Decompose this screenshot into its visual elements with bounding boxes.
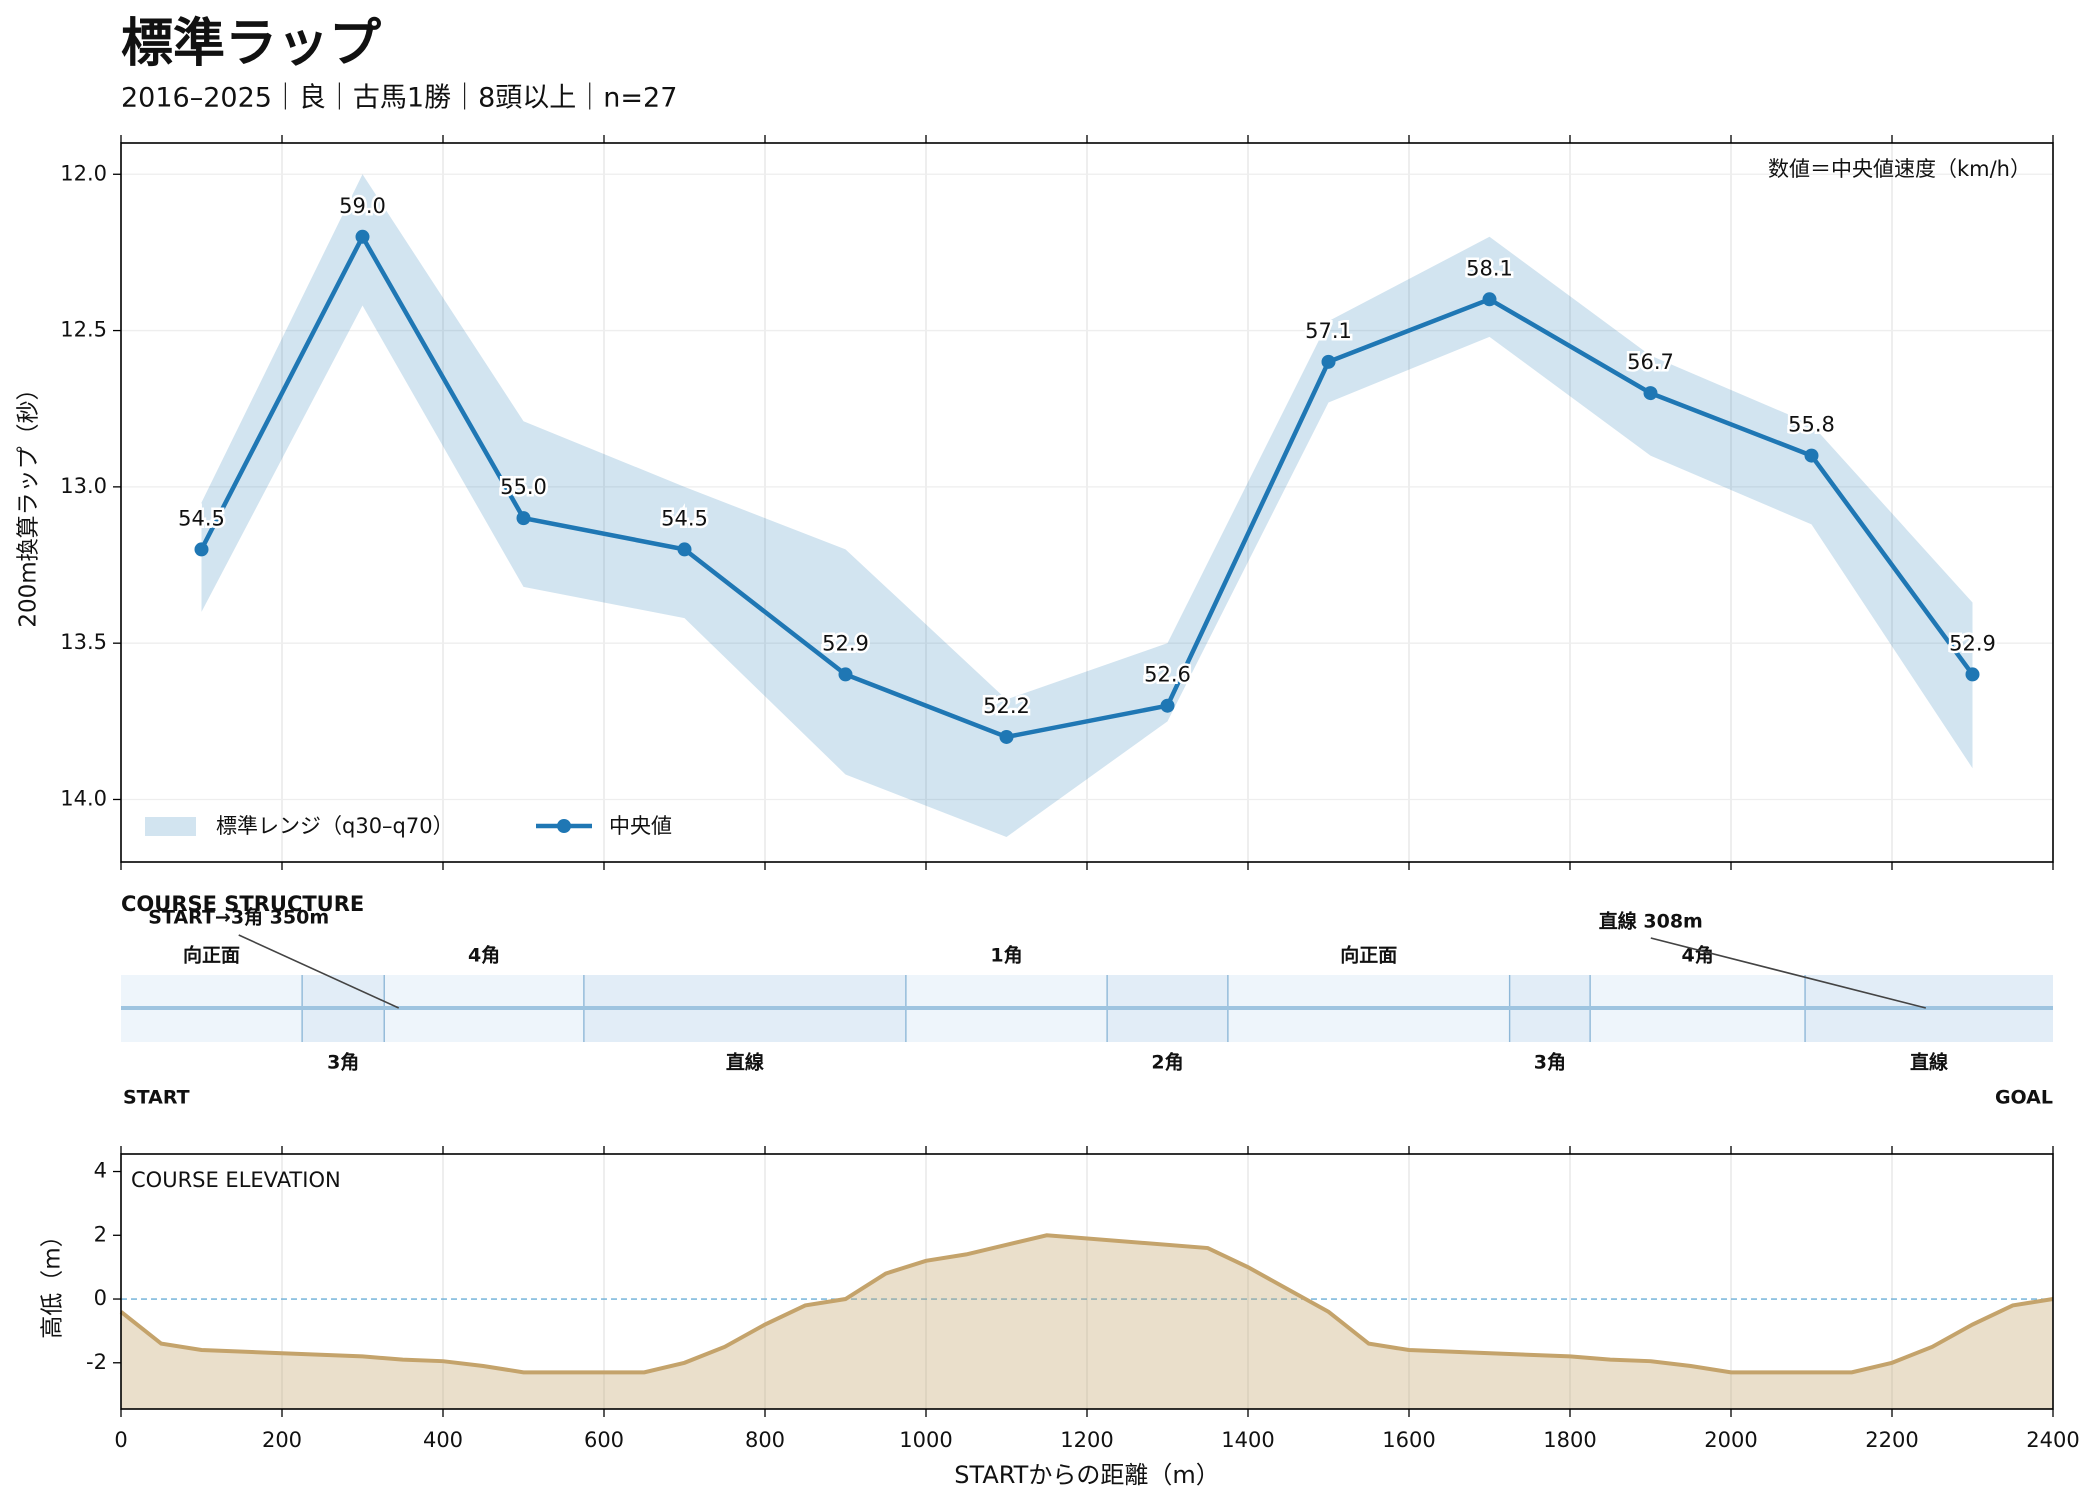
speed-label: 55.8 (1788, 413, 1835, 437)
speed-label: 52.9 (1949, 631, 1996, 655)
goal-label: GOAL (1995, 1087, 2053, 1109)
median-point (999, 729, 1014, 744)
median-line (199, 232, 1975, 740)
segment-label: 2角 (1151, 1051, 1183, 1074)
median-point (194, 542, 209, 557)
panel-title: COURSE ELEVATION (131, 1168, 341, 1192)
median-point (677, 542, 692, 557)
annotation-arrow (238, 934, 400, 1009)
y-tick-label: 14.0 (60, 786, 107, 810)
y-tick-label: 2 (94, 1222, 107, 1246)
median-point (1965, 667, 1980, 682)
speed-label: 52.2 (983, 694, 1030, 718)
panel-title: COURSE STRUCTURE (121, 892, 364, 916)
median-point (1482, 292, 1497, 307)
legend-patch (145, 817, 196, 836)
annotation-label: 直線 308m (1599, 910, 1703, 933)
plot-frame (120, 1153, 2054, 1410)
speed-label: 52.6 (1144, 663, 1191, 687)
speed-label: 54.5 (661, 506, 708, 530)
median-point (1321, 354, 1336, 369)
y-axis-label: 高低（m） (40, 1224, 66, 1338)
speed-label: 55.0 (500, 475, 547, 499)
legend-marker (557, 819, 571, 833)
median-point (1804, 448, 1819, 463)
x-axis-label: STARTからの距離（m） (954, 1461, 1219, 1489)
x-tick-label: 2200 (1865, 1428, 1918, 1452)
x-tick-label: 2000 (1704, 1428, 1757, 1452)
speed-label: 52.9 (822, 631, 869, 655)
x-tick-label: 400 (423, 1428, 463, 1452)
median-point (1160, 698, 1175, 713)
y-tick-label: 12.0 (60, 161, 107, 185)
annotation-arrow (1650, 937, 1927, 1009)
start-label: START (123, 1087, 190, 1109)
segment-label: 3角 (327, 1051, 359, 1074)
y-tick-label: 13.0 (60, 474, 107, 498)
speed-label: 54.5 (178, 506, 225, 530)
plot-frame (120, 142, 2054, 863)
segment-label: 向正面 (1340, 944, 1397, 967)
x-tick-label: 0 (114, 1428, 127, 1452)
x-tick-label: 1000 (899, 1428, 952, 1452)
x-tick-label: 1200 (1060, 1428, 1113, 1452)
x-tick-label: 800 (745, 1428, 785, 1452)
legend-label: 標準レンジ（q30–q70） (216, 814, 454, 838)
segment-label: 4角 (468, 944, 500, 967)
segment-label: 向正面 (183, 944, 240, 967)
x-tick-label: 2400 (2026, 1428, 2079, 1452)
elevation-area (121, 1235, 2053, 1409)
x-tick-label: 1800 (1543, 1428, 1596, 1452)
speed-label: 57.1 (1305, 319, 1352, 343)
y-tick-label: 13.5 (60, 630, 107, 654)
legend-label: 中央値 (609, 814, 672, 838)
segment-label: 3角 (1534, 1051, 1566, 1074)
x-tick-label: 200 (262, 1428, 302, 1452)
x-tick-label: 1600 (1382, 1428, 1435, 1452)
y-tick-label: 12.5 (60, 318, 107, 342)
median-point (355, 229, 370, 244)
segment-label: 4角 (1681, 944, 1713, 967)
annotation-label: START→3角 350m (148, 906, 329, 929)
speed-label: 56.7 (1627, 350, 1674, 374)
x-tick-label: 1400 (1221, 1428, 1274, 1452)
segment-label: 直線 (1910, 1051, 1948, 1074)
speed-label: 59.0 (339, 194, 386, 218)
y-tick-label: 0 (94, 1286, 107, 1310)
y-axis-label: 200m換算ラップ（秒） (16, 377, 42, 627)
range-band (201, 174, 1973, 837)
segment-label: 直線 (726, 1051, 764, 1074)
median-point (838, 667, 853, 682)
elevation-line (119, 1233, 2054, 1375)
y-tick-label: -2 (86, 1350, 107, 1374)
median-point (516, 511, 531, 526)
subtitle: 2016–2025｜良｜古馬1勝｜8頭以上｜n=27 (121, 83, 677, 114)
title: 標準ラップ (121, 14, 381, 74)
speed-label: 58.1 (1466, 256, 1513, 280)
segment-label: 1角 (990, 944, 1022, 967)
median-point (1643, 386, 1658, 401)
y-tick-label: 4 (94, 1159, 107, 1183)
annotation: 数値＝中央値速度（km/h） (1768, 157, 2031, 181)
x-tick-label: 600 (584, 1428, 624, 1452)
